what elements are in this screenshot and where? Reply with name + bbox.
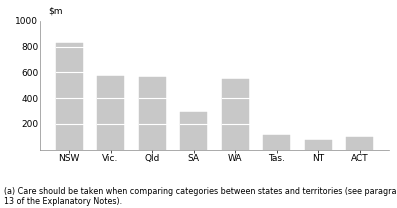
Text: (a) Care should be taken when comparing categories between states and territorie: (a) Care should be taken when comparing … [4, 187, 397, 206]
Bar [180, 112, 207, 150]
Bar [97, 76, 124, 150]
Bar [304, 140, 331, 150]
Bar [263, 135, 290, 150]
Bar [139, 77, 166, 150]
Bar [56, 43, 83, 150]
Text: $m: $m [48, 7, 63, 16]
Bar [222, 79, 249, 150]
Bar [346, 137, 373, 150]
